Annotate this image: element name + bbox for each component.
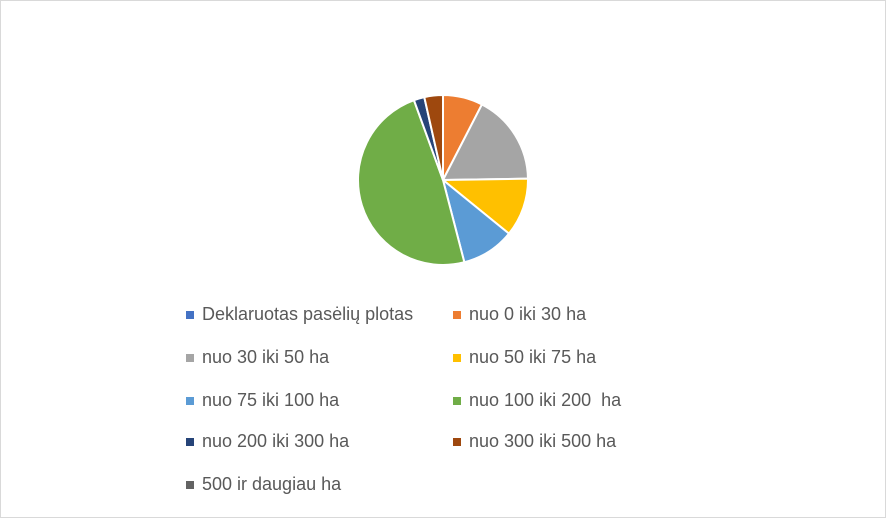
legend-item-0: Deklaruotas pasėlių plotas (186, 304, 413, 325)
legend-label-7: nuo 300 iki 500 ha (469, 431, 617, 451)
legend-label-1: nuo 0 iki 30 ha (469, 304, 587, 324)
pie-slice-5 (357, 98, 466, 266)
legend-swatch-4 (186, 396, 194, 405)
pie-slice-7 (423, 93, 444, 181)
legend-label-2: nuo 30 iki 50 ha (202, 347, 330, 367)
legend-swatch-1 (453, 310, 461, 319)
legend-item-7: nuo 300 iki 500 ha (453, 431, 616, 452)
legend-item-8: 500 ir daugiau ha (186, 474, 341, 495)
legend-item-6: nuo 200 iki 300 ha (186, 431, 349, 452)
legend-item-4: nuo 75 iki 100 ha (186, 390, 339, 411)
legend-item-5: nuo 100 iki 200 ha (453, 390, 621, 411)
legend-label-8: 500 ir daugiau ha (202, 474, 342, 494)
legend-swatch-5 (453, 396, 461, 405)
legend-label-5: nuo 100 iki 200 ha (469, 390, 622, 410)
pie-slice-2 (441, 103, 530, 182)
legend-item-1: nuo 0 iki 30 ha (453, 304, 586, 325)
legend-item-3: nuo 50 iki 75 ha (453, 347, 596, 368)
legend-label-4: nuo 75 iki 100 ha (202, 390, 340, 410)
legend-label-3: nuo 50 iki 75 ha (469, 347, 597, 367)
legend-swatch-7 (453, 437, 461, 446)
legend-swatch-6 (186, 437, 194, 446)
legend-swatch-0 (186, 310, 194, 319)
legend-swatch-3 (453, 353, 461, 362)
legend-label-0: Deklaruotas pasėlių plotas (202, 304, 414, 324)
legend-label-6: nuo 200 iki 300 ha (202, 431, 350, 451)
legend-item-2: nuo 30 iki 50 ha (186, 347, 329, 368)
legend-swatch-8 (186, 480, 194, 489)
legend-swatch-2 (186, 353, 194, 362)
